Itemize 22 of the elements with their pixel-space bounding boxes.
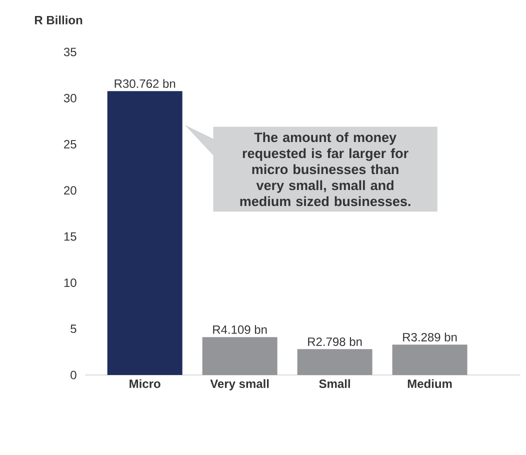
y-tick-label: 0 bbox=[70, 370, 76, 380]
y-tick-label: 10 bbox=[64, 278, 76, 287]
y-tick-label: 25 bbox=[64, 140, 76, 149]
bar bbox=[297, 349, 372, 375]
x-tick-label: Micro bbox=[130, 379, 160, 388]
x-tick-label: Small bbox=[319, 379, 350, 388]
y-tick-label: 20 bbox=[64, 186, 76, 195]
data-label: R3.289 bn bbox=[403, 332, 457, 342]
y-tick-label: 15 bbox=[64, 232, 76, 241]
bar bbox=[202, 337, 278, 375]
y-axis-title: R Billion bbox=[35, 16, 82, 24]
data-label: R4.109 bn bbox=[213, 325, 267, 334]
y-tick-label: 5 bbox=[70, 324, 76, 334]
x-tick-label: Medium bbox=[408, 379, 452, 388]
annotation: The amount of money requested is far larger for micro businesses than very small, small and medium sized businesses. bbox=[240, 132, 410, 206]
y-tick-label: 35 bbox=[64, 48, 76, 56]
data-label: R30.762 bn bbox=[114, 79, 176, 88]
y-tick-label: 30 bbox=[64, 94, 76, 102]
bar bbox=[392, 344, 468, 375]
bar bbox=[107, 91, 182, 375]
data-label: R2.798 bn bbox=[308, 337, 362, 346]
x-tick-label: Very small bbox=[210, 379, 269, 390]
